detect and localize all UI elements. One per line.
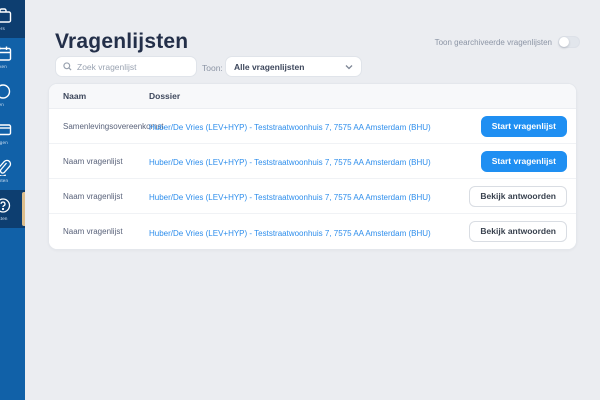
sidebar: ssiers praken chten alingen menten bbox=[0, 0, 25, 400]
sidebar-item-label: menten bbox=[0, 178, 9, 183]
dossier-link[interactable]: Huber/De Vries (LEV+HYP) - Teststraatwoo… bbox=[149, 228, 431, 238]
questionnaire-name: Naam vragenlijst bbox=[63, 156, 123, 166]
column-header-dossier: Dossier bbox=[149, 91, 181, 101]
sidebar-item-label: chten bbox=[0, 102, 5, 107]
view-answers-button[interactable]: Bekijk antwoorden bbox=[469, 185, 567, 207]
search-icon bbox=[63, 62, 72, 71]
archived-toggle-label: Toon gearchiveerde vragenlijsten bbox=[434, 37, 552, 47]
search-input[interactable] bbox=[77, 61, 189, 72]
circle-icon bbox=[0, 84, 11, 99]
toggle-knob bbox=[559, 37, 569, 47]
toolbar: Toon: Alle vragenlijsten bbox=[55, 56, 580, 78]
table-header: Naam Dossier bbox=[49, 84, 576, 109]
dossier-link[interactable]: Huber/De Vries (LEV+HYP) - Teststraatwoo… bbox=[149, 193, 431, 202]
table-row: Samenlevingsovereenkomst Huber/De Vries … bbox=[49, 109, 576, 144]
sidebar-item-label: praken bbox=[0, 64, 7, 69]
dossier-link[interactable]: Huber/De Vries (LEV+HYP) - Teststraatwoo… bbox=[149, 158, 431, 167]
question-circle-icon bbox=[0, 198, 11, 213]
table-row: Naam vragenlijst Huber/De Vries (LEV+HYP… bbox=[49, 144, 576, 179]
archived-toggle-group: Toon gearchiveerde vragenlijsten bbox=[435, 36, 580, 48]
archived-toggle-switch[interactable] bbox=[558, 36, 580, 48]
questionnaire-table: Naam Dossier Samenlevingsovereenkomst Hu… bbox=[48, 83, 577, 250]
view-answers-button[interactable]: Bekijk antwoorden bbox=[469, 221, 567, 242]
sidebar-item-berichten[interactable]: chten bbox=[0, 76, 25, 114]
paperclip-icon bbox=[0, 159, 12, 176]
chevron-down-icon bbox=[345, 64, 353, 69]
main-content: Vragenlijsten Toon gearchiveerde vragenl… bbox=[25, 0, 600, 400]
sidebar-item-vragenlijsten[interactable]: nlijsten bbox=[0, 190, 25, 228]
sidebar-item-label: nlijsten bbox=[0, 216, 8, 221]
sidebar-item-label: ssiers bbox=[0, 26, 5, 31]
sidebar-item-documenten[interactable]: menten bbox=[0, 152, 25, 190]
calendar-icon bbox=[0, 46, 12, 61]
sidebar-item-afspraken[interactable]: praken bbox=[0, 38, 25, 76]
dossier-link[interactable]: Huber/De Vries (LEV+HYP) - Teststraatwoo… bbox=[149, 123, 431, 132]
start-questionnaire-button[interactable]: Start vragenlijst bbox=[480, 150, 567, 172]
page-title: Vragenlijsten bbox=[55, 30, 189, 53]
questionnaire-name: Naam vragenlijst bbox=[63, 191, 123, 201]
questionnaire-name: Samenlevingsovereenkomst bbox=[63, 121, 164, 131]
card-icon bbox=[0, 124, 12, 136]
sidebar-item-betalingen[interactable]: alingen bbox=[0, 114, 25, 152]
table-row: Naam vragenlijst Huber/De Vries (LEV+HYP… bbox=[49, 214, 576, 249]
briefcase-icon bbox=[0, 8, 12, 23]
start-questionnaire-button[interactable]: Start vragenlijst bbox=[480, 115, 567, 137]
table-row: Naam vragenlijst Huber/De Vries (LEV+HYP… bbox=[49, 179, 576, 214]
column-header-naam: Naam bbox=[63, 91, 87, 101]
sidebar-item-dossiers[interactable]: ssiers bbox=[0, 0, 25, 38]
search-box[interactable] bbox=[55, 56, 197, 77]
filter-selected-value: Alle vragenlijsten bbox=[234, 61, 305, 72]
filter-label: Toon: bbox=[202, 63, 223, 73]
sidebar-item-label: alingen bbox=[0, 140, 8, 145]
filter-dropdown[interactable]: Alle vragenlijsten bbox=[225, 56, 362, 77]
questionnaire-name: Naam vragenlijst bbox=[63, 227, 123, 236]
